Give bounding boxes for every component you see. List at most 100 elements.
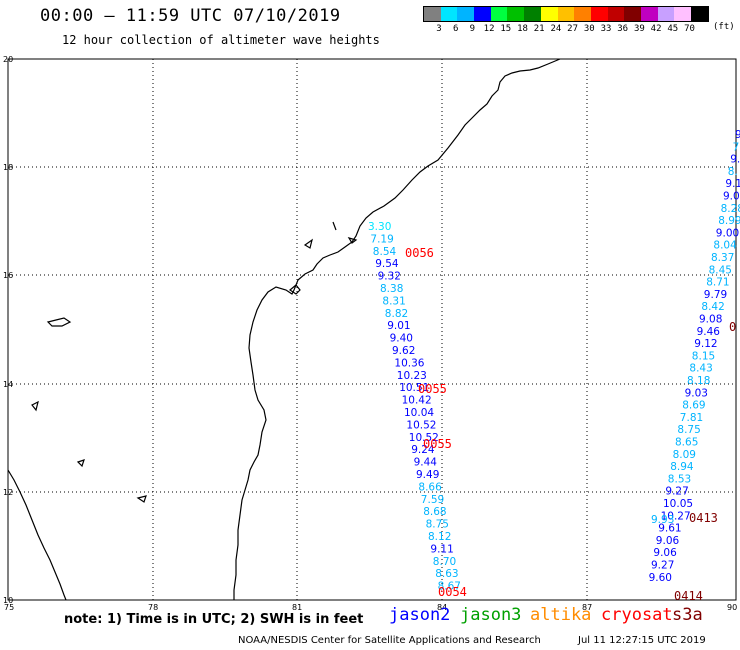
wave-height-value: 9.00 — [716, 227, 739, 239]
wave-height-value: 9 — [735, 129, 740, 141]
wave-height-value: 9.62 — [392, 345, 415, 357]
wave-height-value: 9.03 — [685, 387, 708, 399]
wave-height-value: 8.28 — [721, 203, 740, 215]
wave-height-value: 10.05 — [663, 498, 693, 510]
wave-height-value: 8.63 — [435, 568, 458, 580]
legend-swatch — [524, 7, 541, 21]
wave-height-value: 8.04 — [713, 240, 737, 252]
wave-height-value: 8.15 — [692, 350, 715, 362]
wave-height-value: 8.42 — [701, 301, 724, 313]
satellite-altika: altika — [530, 605, 592, 625]
legend-swatch — [424, 7, 441, 21]
wave-height-value: 8.37 — [711, 252, 734, 264]
coastline — [7, 58, 561, 601]
wave-height-overlap: 9.93 — [651, 514, 674, 526]
wave-height-value: 8.99 — [718, 215, 740, 227]
legend-swatch — [691, 7, 708, 21]
track-2: 979.8.9.19.08.288.999.008.048.378.458.71… — [649, 129, 740, 584]
x-tick: 81 — [292, 603, 302, 612]
wave-height-value: 7.59 — [421, 494, 444, 506]
legend-swatch — [674, 7, 691, 21]
wave-height-value: 8.71 — [706, 277, 729, 289]
legend-label: 42 — [650, 24, 662, 34]
satellite-jason3: jason3 — [460, 605, 522, 625]
map-title: 00:00 – 11:59 UTC 07/10/2019 — [40, 6, 341, 26]
wave-height-value: 10.36 — [394, 357, 424, 369]
wave-height-value: 9.44 — [414, 457, 438, 469]
wave-height-value: 10.52 — [409, 432, 439, 444]
wave-height-value: 9.08 — [699, 314, 722, 326]
wave-height-value: 9.27 — [651, 560, 674, 572]
wave-height-value: 8.53 — [668, 473, 691, 485]
wave-height-value: 9.06 — [653, 547, 677, 559]
wave-height-value: 8.65 — [675, 437, 698, 449]
map-frame — [7, 58, 737, 601]
wave-height-value: 8.43 — [689, 363, 712, 375]
wave-height-value: 9.24 — [411, 444, 435, 456]
wave-height-value: 9.32 — [378, 271, 401, 283]
legend-label: 33 — [600, 24, 612, 34]
wave-height-value: 10.42 — [402, 395, 432, 407]
legend-swatch — [507, 7, 525, 21]
pass-time-label: 0054 — [438, 585, 467, 599]
wave-height-value: 9.60 — [649, 572, 672, 584]
wave-height-value: 8.69 — [682, 400, 705, 412]
wave-height-value: 9.61 — [658, 523, 681, 535]
footer-note: note: 1) Time is in UTC; 2) SWH is in fe… — [64, 612, 364, 627]
y-tick: 20 — [3, 55, 13, 64]
x-tick: 87 — [582, 603, 592, 612]
wave-height-value: 8.68 — [423, 506, 446, 518]
pass-time-label: 0055 — [423, 437, 452, 451]
legend-label: 9 — [469, 24, 476, 34]
wave-height-value: 7.19 — [370, 233, 393, 245]
legend-swatch — [490, 7, 508, 21]
wave-height-value: 9.54 — [375, 258, 399, 270]
wave-height-value: 8.75 — [677, 424, 700, 436]
pass-time-label: 0414 — [674, 589, 703, 603]
legend-label: 15 — [500, 24, 512, 34]
map-subtitle: 12 hour collection of altimeter wave hei… — [62, 33, 380, 47]
wave-height-value: 10.27 — [661, 510, 691, 522]
wave-height-value: 8.82 — [385, 308, 408, 320]
wave-height-value: 9.79 — [704, 289, 727, 301]
wave-height-value: 9.49 — [416, 469, 439, 481]
legend-label: 21 — [533, 24, 545, 34]
wave-height-value: 8.09 — [673, 449, 696, 461]
x-tick: 78 — [148, 603, 158, 612]
wave-height-value: 9.1 — [725, 178, 740, 190]
y-tick: 10 — [3, 596, 13, 605]
legend-label: 27 — [567, 24, 579, 34]
legend-swatch — [557, 7, 575, 21]
wave-height-value: 8. — [728, 166, 738, 178]
x-tick: 84 — [437, 603, 447, 612]
wave-height-value: 10.04 — [404, 407, 434, 419]
wave-height-value: 8.66 — [418, 481, 442, 493]
wave-height-value: 8.38 — [380, 283, 403, 295]
legend-swatch — [440, 7, 458, 21]
legend-label: 18 — [517, 24, 528, 34]
legend-swatch — [640, 7, 658, 21]
legend-label: 36 — [617, 24, 629, 34]
pass-time-label: 0413 — [689, 511, 718, 525]
wave-height-value: 8.45 — [709, 264, 732, 276]
wave-height-value: 7 — [733, 141, 740, 153]
legend-label: 30 — [583, 24, 595, 34]
legend-label: 6 — [452, 24, 459, 34]
lat-lon-grid — [8, 59, 736, 600]
wave-height-value: 9.12 — [694, 338, 717, 350]
wave-height-value: 8.70 — [433, 556, 456, 568]
wave-height-value: 8.12 — [428, 531, 451, 543]
wave-height-value: 9.06 — [656, 535, 680, 547]
legend-swatch — [574, 7, 591, 21]
wave-height-value: 7.81 — [680, 412, 703, 424]
wave-height-value: 9.40 — [390, 333, 413, 345]
wave-height-value: 8.94 — [670, 461, 694, 473]
wave-height-value: 3.30 — [368, 221, 391, 233]
legend-swatch — [590, 7, 608, 21]
legend-unit: (ft) — [713, 22, 735, 32]
pass-time-label: 0055 — [418, 382, 447, 396]
legend-label: 45 — [667, 24, 679, 34]
x-tick: 75 — [4, 603, 14, 612]
wave-height-value: 8.54 — [373, 246, 397, 258]
